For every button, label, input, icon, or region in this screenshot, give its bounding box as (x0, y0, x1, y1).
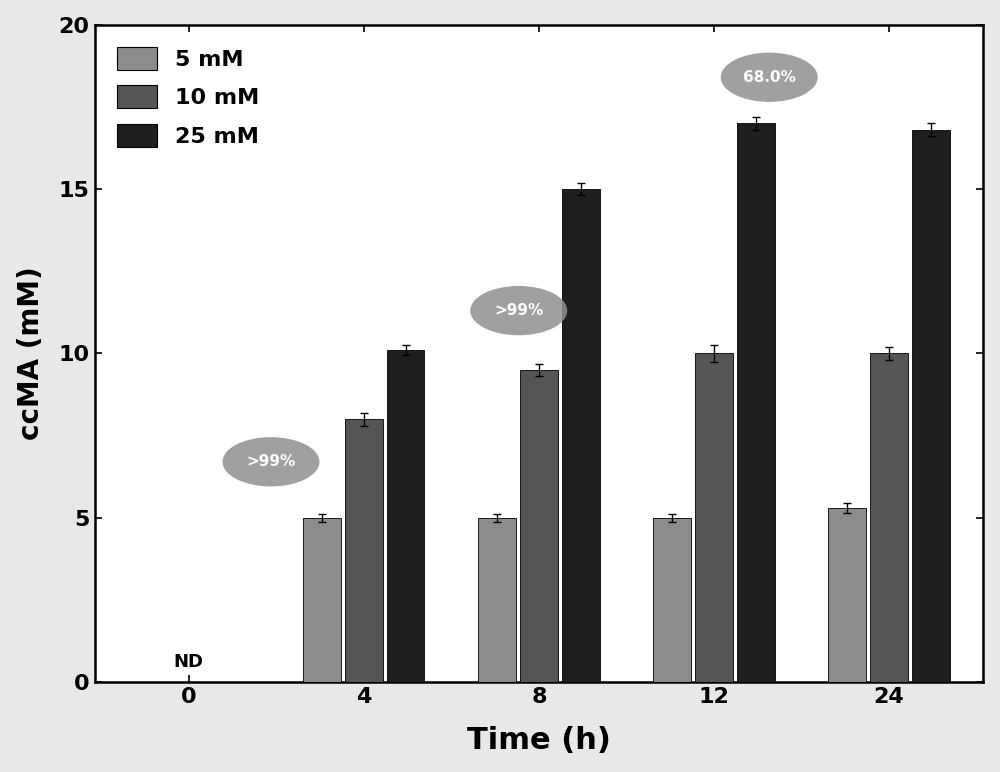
Text: ND: ND (174, 652, 204, 671)
Bar (653, 518, 691, 682)
Y-axis label: ccMA (mM): ccMA (mM) (17, 266, 45, 440)
Text: >99%: >99% (494, 303, 543, 318)
Text: >99%: >99% (246, 454, 296, 469)
Bar (912, 130, 950, 682)
Bar (478, 518, 516, 682)
Ellipse shape (222, 437, 319, 486)
Bar (695, 354, 733, 682)
X-axis label: Time (h): Time (h) (467, 726, 611, 755)
Bar (828, 508, 866, 682)
Bar (870, 354, 908, 682)
Ellipse shape (721, 52, 818, 102)
Bar (737, 124, 775, 682)
Bar (562, 189, 600, 682)
Bar (387, 350, 424, 682)
Legend: 5 mM, 10 mM, 25 mM: 5 mM, 10 mM, 25 mM (106, 36, 270, 157)
Ellipse shape (470, 286, 567, 335)
Bar (303, 518, 341, 682)
Text: 68.0%: 68.0% (743, 69, 796, 85)
Bar (520, 370, 558, 682)
Bar (345, 419, 383, 682)
